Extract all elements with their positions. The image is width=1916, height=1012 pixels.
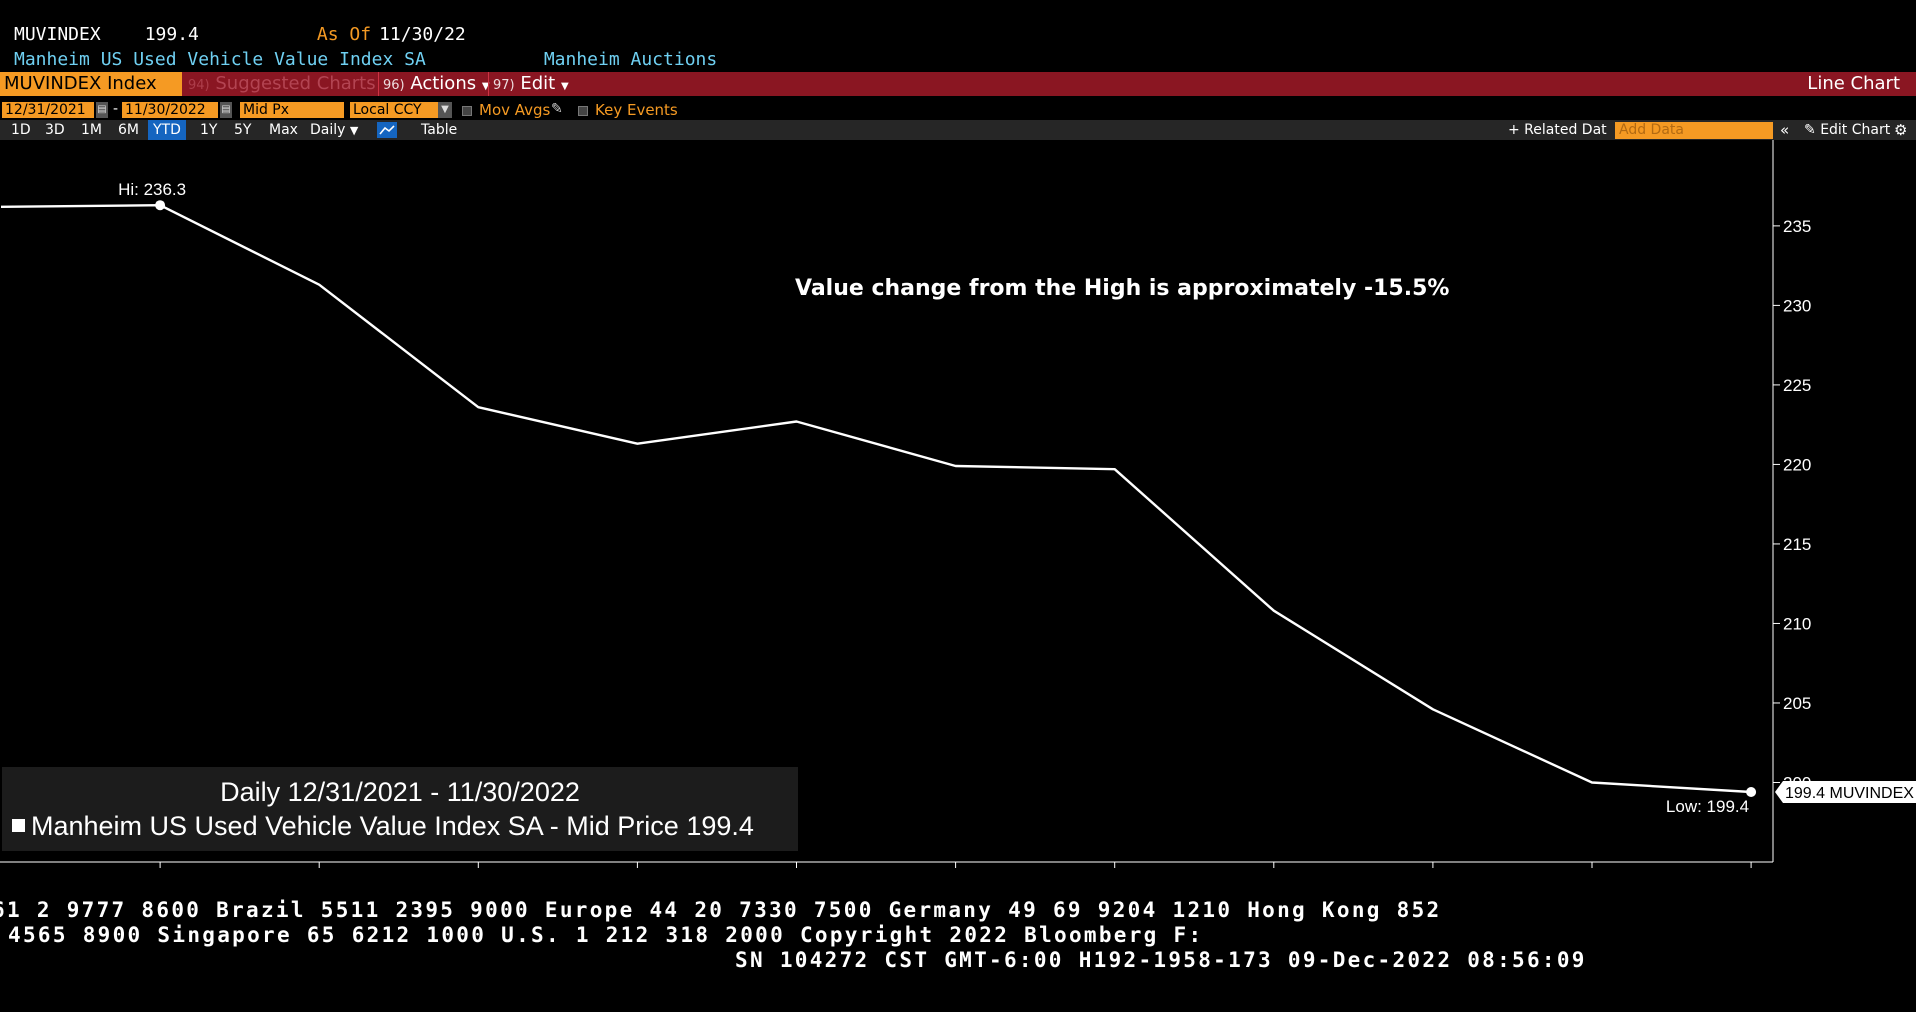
x-tick-label: 11/30 [1730,874,1771,875]
footer-line-2: 4565 8900 Singapore 65 6212 1000 U.S. 1 … [8,923,1204,947]
chevron-down-icon: ▼ [481,81,490,92]
y-tick-label: 220 [1783,455,1811,474]
mov-avgs-checkbox[interactable] [462,106,472,116]
chevron-down-icon: ▼ [349,124,359,137]
security-input[interactable]: MUVINDEX Index [0,72,182,96]
ticker: MUVINDEX [14,24,101,45]
legend-box [2,767,798,851]
actions-label: Actions [410,73,477,94]
suggested-charts-number: 94) [188,78,210,93]
field-select[interactable]: Mid Px [240,102,344,118]
legend-series-last: 199.4 [686,811,754,841]
legend-series: Manheim US Used Vehicle Value Index SA -… [12,811,754,842]
data-source: Manheim Auctions [543,49,718,70]
actions-number: 96) [383,78,405,93]
last-value-label: 199.4 MUVINDEX [1785,785,1914,802]
actions-menu-button[interactable]: 96) Actions ▼ [378,72,490,96]
x-tick-label: 1/31 [144,874,177,875]
collapse-icon[interactable]: « [1780,121,1790,139]
x-tick-label: 9/30 [1416,874,1449,875]
calendar-icon[interactable]: ▤ [220,102,232,118]
period-bar [0,120,1916,140]
chevron-down-icon: ▼ [560,81,569,92]
x-tick-label: 10/31 [1571,874,1614,875]
suggested-charts-button[interactable]: 94) Suggested Charts [188,72,376,96]
table-button[interactable]: Table [421,122,458,138]
security-name: Manheim US Used Vehicle Value Index SA [14,49,426,70]
period-1y[interactable]: 1Y [200,122,218,138]
y-tick-label: 235 [1783,217,1811,236]
add-data-input[interactable]: Add Data [1615,122,1773,139]
period-5y[interactable]: 5Y [234,122,252,138]
hi-label: Hi: 236.3 [118,180,186,199]
suggested-charts-label: Suggested Charts [215,73,376,94]
calendar-icon[interactable]: ▤ [96,102,108,118]
as-of-date: 11/30/22 [379,24,466,45]
low-marker [1746,787,1757,798]
y-tick-label: 205 [1783,694,1811,713]
chart-annotation: Value change from the High is approximat… [795,276,1450,301]
line-chart: 200205210215220225230235 1/312/283/314/3… [0,140,1916,875]
footer-line-3: SN 104272 CST GMT-6:00 H192-1958-173 09-… [735,948,1587,972]
as-of-label: As Of [316,24,372,45]
related-data-button[interactable]: + Related Dat [1508,122,1607,138]
y-tick-label: 215 [1783,535,1811,554]
end-date-input[interactable]: 11/30/2022 [122,102,218,118]
line-chart-icon[interactable] [377,122,397,138]
legend-title: Daily 12/31/2021 - 11/30/2022 [220,777,580,807]
chevron-down-icon[interactable]: ▼ [438,102,452,118]
header-line-1: MUVINDEX 199.4 As Of 11/30/22 [14,24,466,45]
x-tick-label: 3/31 [462,874,495,875]
y-tick-label: 230 [1783,296,1811,315]
chart-marks: Hi: 236.3 Low: 199.4 199.4 MUVINDEX [118,180,1916,816]
period-3d[interactable]: 3D [45,122,65,138]
series-line [0,203,1752,794]
edit-label: Edit [520,73,556,94]
currency-select[interactable]: Local CCY [350,102,438,118]
mov-avgs-label: Mov Avgs [479,101,551,119]
edit-chart-label: Edit Chart [1820,122,1891,138]
x-tick-label: 6/30 [939,874,972,875]
start-date-input[interactable]: 12/31/2021 [2,102,94,118]
x-tick-label: 4/30 [621,874,654,875]
last-price: 199.4 [144,24,199,45]
legend-swatch [12,819,25,832]
frequency-select[interactable]: Daily ▼ [305,120,363,140]
pencil-icon: ✎ [1804,122,1816,138]
y-axis: 200205210215220225230235 [1772,140,1811,862]
x-tick-label: 8/31 [1257,874,1290,875]
period-max[interactable]: Max [269,122,298,138]
period-1m[interactable]: 1M [81,122,102,138]
y-tick-label: 225 [1783,376,1811,395]
low-label: Low: 199.4 [1666,797,1749,816]
x-tick-label: 2/28 [303,874,336,875]
pencil-icon[interactable]: ✎ [551,101,563,117]
key-events-label: Key Events [595,101,678,119]
hi-marker [155,200,166,211]
footer-line-1: 61 2 9777 8600 Brazil 5511 2395 9000 Eur… [0,898,1442,922]
edit-menu-button[interactable]: 97) Edit ▼ [488,72,569,96]
line-chart-icon-graphic [379,125,395,135]
series-muvindex [0,203,1752,794]
frequency-label: Daily [310,122,346,138]
y-tick-label: 210 [1783,614,1811,633]
legend-series-name: Manheim US Used Vehicle Value Index SA -… [31,811,679,841]
key-events-checkbox[interactable] [578,106,588,116]
x-axis: 1/31 2/28 3/31 4/30 5/31 6/30 7/31 8/31 9/30 10/3… [0,861,1773,875]
date-range-dash: - [113,101,119,117]
toolbar [0,72,1916,96]
gear-icon[interactable]: ⚙ [1894,121,1908,139]
last-value-tag [1775,781,1916,804]
period-1d[interactable]: 1D [11,122,31,138]
period-ytd[interactable]: YTD [148,120,186,140]
chart-type-label[interactable]: Line Chart [1807,73,1900,94]
period-6m[interactable]: 6M [118,122,139,138]
edit-number: 97) [493,78,515,93]
x-tick-label: 7/31 [1098,874,1131,875]
edit-chart-button[interactable]: ✎ Edit Chart [1804,120,1890,140]
header-line-2: Manheim US Used Vehicle Value Index SA Ma… [14,49,717,70]
x-tick-label: 5/31 [780,874,813,875]
